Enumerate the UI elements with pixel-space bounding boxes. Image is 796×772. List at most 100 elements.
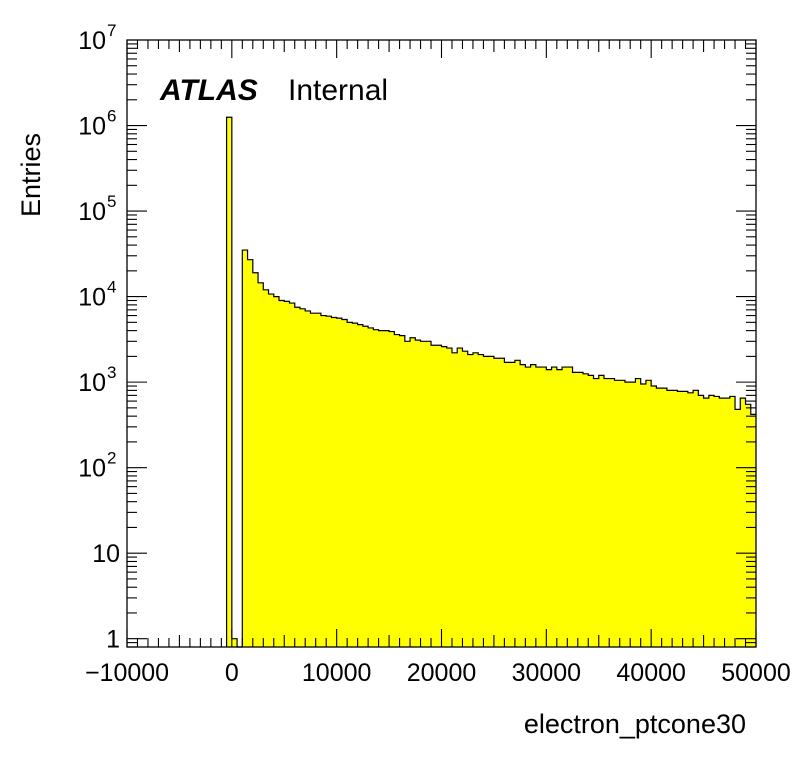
histogram-bin [677,391,684,647]
svg-text:3: 3 [107,363,116,382]
svg-text:10: 10 [78,284,106,312]
svg-text:7: 7 [107,21,116,40]
svg-text:6: 6 [107,107,116,126]
histogram-bin [499,358,505,647]
y-axis-title: Entries [16,133,46,217]
histogram-bin [624,382,631,647]
histogram-bin [630,382,636,647]
histogram-bin [698,395,704,647]
histogram-bars [226,117,757,648]
histogram-bin [714,396,720,647]
x-tick-label: 20000 [407,659,477,687]
histogram-bin [651,386,657,647]
histogram-bin [588,375,594,647]
histogram-bin [546,369,552,647]
histogram-bin [530,364,537,647]
histogram-bin [226,117,233,648]
histogram-bin [472,352,479,647]
x-tick-label: 50000 [721,659,791,687]
histogram-bin [645,380,652,647]
histogram-bin [520,364,526,647]
histogram-bin [682,391,689,647]
histogram-bin [640,384,647,647]
histogram-bin [451,352,458,647]
histogram-bin [399,335,406,647]
histogram-bin [389,331,395,647]
x-tick-label: 10000 [302,659,372,687]
histogram-bin [273,296,280,647]
histogram-bin [263,289,269,647]
histogram-bin [504,362,511,647]
histogram-bin [289,303,296,647]
histogram-bin [231,638,238,647]
histogram-bin [362,326,369,647]
histogram-bin [305,310,311,647]
histogram-bin [583,373,589,647]
histogram-bin [567,367,573,647]
histogram-bin [551,367,558,647]
histogram-bin [593,378,600,647]
svg-text:10: 10 [78,27,106,55]
histogram-bin [441,346,448,647]
svg-text:10: 10 [78,369,106,397]
svg-text:10: 10 [92,540,120,568]
histogram-bin [336,318,343,647]
histogram-bin [525,367,532,647]
histogram-bin [488,356,495,647]
histogram-bin [661,388,668,647]
histogram-bin [556,369,563,647]
histogram-bin [425,341,432,647]
histogram-bin [258,282,264,647]
x-tick-labels: −10000 0 10000 20000 30000 40000 50000 [85,659,791,687]
histogram-bin [656,388,663,647]
x-tick-label: 30000 [512,659,582,687]
histogram-bin [279,300,285,647]
histogram-bin [247,259,254,647]
histogram-bin [687,392,694,647]
histogram-bin [373,329,379,647]
histogram-bin [415,340,421,647]
histogram-bin [735,409,741,647]
y-tick-label: 10 2 [78,449,116,483]
histogram-bin [320,315,327,647]
histogram-bin [619,380,626,647]
histogram-bin [378,330,385,647]
histogram-bin [535,367,542,647]
histogram-bin [446,348,453,647]
histogram-bin [541,367,547,647]
x-tick-label: −10000 [85,659,169,687]
histogram-bin [341,319,348,647]
x-tick-label: 40000 [616,659,686,687]
histogram-bin [509,362,516,647]
histogram-bin [614,380,621,647]
histogram-bin [467,354,474,647]
svg-text:2: 2 [107,449,116,468]
histogram-bin [368,327,374,647]
histogram-bin [310,313,317,647]
histogram-bin [562,367,568,647]
y-tick-label: 10 7 [78,21,116,55]
histogram-bin [693,390,699,647]
histogram-outline [225,116,756,648]
histogram-bin [577,372,584,647]
histogram-bin [708,395,715,647]
histogram-bin [357,324,364,647]
histogram-bin [252,272,259,647]
histogram-bin [729,396,736,647]
histogram-bin [352,323,359,647]
histogram-bin [598,375,605,647]
axis-ticks [126,39,757,648]
histogram-bin [719,398,725,647]
y-tick-label: 10 3 [78,363,116,397]
histogram-bin [462,351,469,647]
internal-label: Internal [288,74,388,107]
histogram-bin [410,337,416,647]
histogram-bin [703,398,710,647]
svg-text:1: 1 [106,626,120,654]
histogram-bin [294,307,301,647]
y-tick-label: 10 4 [78,278,116,312]
histogram-bin [666,390,673,647]
x-axis-title: electron_ptcone30 [524,709,746,739]
histogram-bin [672,390,678,647]
